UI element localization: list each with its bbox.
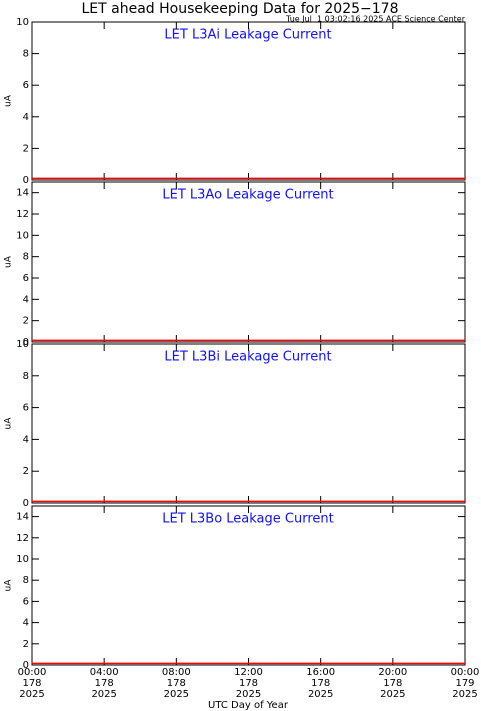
x-tick-label: 178 bbox=[383, 678, 402, 689]
y-axis-label: uA bbox=[4, 417, 14, 430]
y-tick-label: 0 bbox=[23, 337, 29, 348]
y-axis-label: uA bbox=[4, 255, 14, 268]
y-tick-label: 2 bbox=[23, 466, 29, 477]
y-tick-label: 4 bbox=[23, 112, 29, 123]
y-tick-label: 10 bbox=[16, 17, 29, 28]
y-tick-label: 10 bbox=[16, 339, 29, 350]
x-tick-label: 00:00 bbox=[18, 667, 47, 678]
y-tick-label: 12 bbox=[16, 533, 29, 544]
panel-title: LET L3Bi Leakage Current bbox=[164, 350, 331, 365]
y-axis-label: uA bbox=[4, 94, 14, 107]
panel-frame bbox=[31, 21, 466, 181]
y-tick-label: 14 bbox=[16, 512, 29, 523]
y-tick-label: 2 bbox=[23, 143, 29, 154]
timestamp: Tue Jul 1 03:02:16 2025 ACE Science Cent… bbox=[285, 15, 466, 24]
page-title: LET ahead Housekeeping Data for 2025−178 bbox=[82, 1, 399, 17]
x-tick-label: 2025 bbox=[380, 689, 405, 700]
y-tick-label: 6 bbox=[23, 80, 29, 91]
y-tick-label: 14 bbox=[16, 188, 29, 199]
x-tick-label: 2025 bbox=[452, 689, 477, 700]
x-tick-label: 178 bbox=[22, 678, 41, 689]
y-tick-label: 2 bbox=[23, 639, 29, 650]
y-tick-label: 2 bbox=[23, 316, 29, 327]
x-tick-label: 178 bbox=[95, 678, 114, 689]
y-tick-label: 8 bbox=[23, 575, 29, 586]
x-tick-label: 2025 bbox=[308, 689, 333, 700]
y-tick-label: 0 bbox=[23, 175, 29, 186]
y-tick-label: 12 bbox=[16, 209, 29, 220]
x-tick-label: 04:00 bbox=[90, 667, 119, 678]
y-axis-label: uA bbox=[4, 579, 14, 592]
y-tick-label: 8 bbox=[23, 49, 29, 60]
x-tick-label: 12:00 bbox=[234, 667, 263, 678]
y-tick-label: 4 bbox=[23, 434, 29, 445]
y-tick-label: 0 bbox=[23, 660, 29, 671]
panel-title: LET L3Ai Leakage Current bbox=[164, 28, 331, 43]
x-tick-label: 178 bbox=[311, 678, 330, 689]
panel-frame bbox=[31, 505, 466, 666]
x-tick-label: 2025 bbox=[19, 689, 44, 700]
y-tick-label: 4 bbox=[23, 294, 29, 305]
y-tick-label: 10 bbox=[16, 230, 29, 241]
x-tick-label: 08:00 bbox=[162, 667, 191, 678]
x-tick-label: 179 bbox=[455, 678, 474, 689]
y-tick-label: 10 bbox=[16, 554, 29, 565]
y-tick-label: 0 bbox=[23, 498, 29, 509]
x-tick-label: 16:00 bbox=[306, 667, 335, 678]
y-tick-label: 6 bbox=[23, 596, 29, 607]
panel-title: LET L3Ao Leakage Current bbox=[162, 188, 333, 203]
panel-frame bbox=[31, 343, 466, 504]
y-tick-label: 4 bbox=[23, 618, 29, 629]
panel-frame bbox=[31, 181, 466, 343]
y-tick-label: 8 bbox=[23, 252, 29, 263]
x-tick-label: 178 bbox=[239, 678, 258, 689]
x-tick-label: 2025 bbox=[236, 689, 261, 700]
x-tick-label: 2025 bbox=[164, 689, 189, 700]
x-tick-label: 00:00 bbox=[451, 667, 480, 678]
x-tick-label: 2025 bbox=[91, 689, 116, 700]
panel-title: LET L3Bo Leakage Current bbox=[162, 512, 334, 527]
y-tick-label: 8 bbox=[23, 371, 29, 382]
y-tick-label: 6 bbox=[23, 403, 29, 414]
x-tick-label: 178 bbox=[167, 678, 186, 689]
x-axis-label: UTC Day of Year bbox=[208, 700, 289, 711]
x-tick-label: 20:00 bbox=[378, 667, 407, 678]
y-tick-label: 6 bbox=[23, 273, 29, 284]
